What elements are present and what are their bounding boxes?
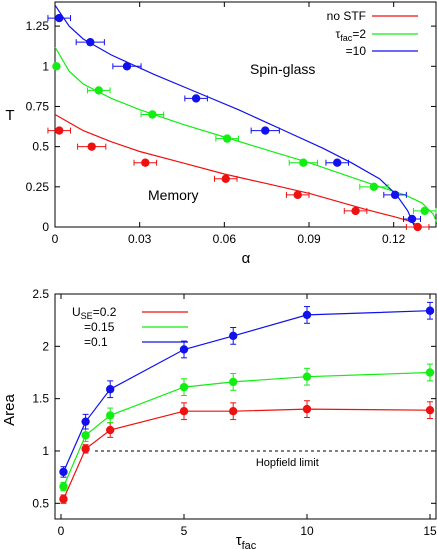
y-tick-label: 1.25: [26, 19, 50, 33]
legend-label-01: =0.1: [84, 335, 108, 349]
point-group: [47, 13, 437, 232]
data-point: [148, 110, 157, 119]
data-point: [425, 405, 435, 415]
data-point: [179, 382, 189, 392]
x-tick-label: 15: [423, 524, 437, 538]
data-point: [52, 62, 61, 71]
series-line: [62, 371, 431, 487]
curve-group: [54, 4, 437, 228]
x-axis-title: τfac: [236, 532, 257, 549]
legend-label-no-stf: no STF: [327, 9, 366, 23]
data-point: [302, 404, 312, 414]
y-tick-label: 2.5: [32, 287, 49, 301]
data-point: [221, 174, 230, 183]
x-tick-label: 0: [52, 232, 59, 246]
data-point: [106, 385, 115, 394]
data-point: [179, 345, 189, 354]
data-point: [299, 158, 308, 167]
data-point: [59, 494, 68, 504]
plot-frame: [54, 1, 437, 228]
data-point: [229, 407, 238, 416]
data-point: [302, 310, 312, 320]
data-point: [141, 158, 150, 167]
curve-group: [62, 310, 431, 500]
tick-group: 0 5 10 15 0.5 1 1.5 2 2.5: [32, 287, 437, 538]
annotation-spin-glass: Spin-glass: [250, 61, 315, 77]
data-point: [369, 182, 379, 192]
data-point: [191, 94, 201, 103]
y-tick-label: 0.25: [26, 180, 50, 194]
y-tick-label: 1.5: [32, 392, 49, 406]
data-point: [261, 126, 270, 135]
y-tick-label: 2: [42, 339, 49, 353]
y-axis-title: T: [5, 107, 14, 124]
legend-value: =0.2: [93, 305, 117, 319]
series-curve: [54, 113, 423, 228]
legend-label-015: =0.15: [84, 320, 115, 334]
legend-subscript: SE: [81, 311, 93, 321]
x-tick-label: 0: [58, 524, 65, 538]
annotation-memory: Memory: [148, 187, 199, 203]
series-curve: [54, 46, 437, 225]
data-point: [390, 190, 400, 200]
x-tick-label: 0.09: [297, 232, 321, 246]
data-point: [420, 206, 429, 216]
area-panel: 0 5 10 15 0.5 1 1.5 2 2.5 Hopfield limit Area τf…: [1, 287, 437, 549]
data-point: [81, 444, 90, 454]
legend-value: =2: [352, 27, 366, 41]
series-line: [62, 310, 431, 473]
x-axis-title: α: [242, 250, 251, 267]
data-point: [179, 407, 189, 416]
data-point: [86, 37, 95, 47]
y-tick-label: 1: [42, 444, 49, 458]
tick-group: 0 0.03 0.06 0.09 0.12 0 0.25 0.5 0.75 1 1.25: [26, 2, 436, 246]
data-point: [81, 431, 90, 440]
x-tick-label: 0.03: [128, 232, 152, 246]
x-tick-label: 0.12: [382, 232, 406, 246]
legend: USE=0.2 =0.15 =0.1: [72, 305, 188, 349]
data-point: [59, 482, 68, 491]
data-point: [106, 411, 115, 420]
data-point: [222, 134, 232, 143]
data-point: [425, 306, 435, 315]
data-point: [81, 417, 90, 426]
data-point: [106, 425, 115, 435]
y-tick-label: 1: [42, 59, 49, 73]
plot-frame: [54, 293, 437, 520]
x-tick-label: 10: [300, 524, 314, 538]
y-tick-label: 0.5: [32, 496, 49, 510]
data-point: [122, 62, 132, 71]
x-tick-label: 5: [181, 524, 188, 538]
data-point: [87, 142, 96, 151]
legend-subscript: fac: [340, 33, 353, 43]
data-point: [302, 372, 312, 381]
data-point: [55, 126, 64, 135]
data-point: [229, 331, 238, 341]
y-tick-label: 0.5: [32, 140, 49, 154]
x-axis-subscript: fac: [242, 540, 257, 549]
legend-label-10: =10: [346, 44, 367, 58]
data-point: [293, 190, 302, 200]
phase-diagram-panel: 0 0.03 0.06 0.09 0.12 0 0.25 0.5 0.75 1 1.25 T α S…: [5, 1, 437, 267]
data-point: [413, 222, 422, 232]
y-tick-label: 0.75: [26, 99, 50, 113]
data-point: [407, 214, 417, 224]
data-point: [333, 158, 342, 167]
annotation-hopfield-limit: Hopfield limit: [256, 457, 319, 469]
legend-label-tau-2: τfac=2: [336, 27, 367, 43]
legend-label-use-02: USE=0.2: [72, 305, 117, 321]
legend: no STF τfac=2 =10: [327, 9, 418, 58]
data-point: [94, 86, 103, 95]
y-axis-title: Area: [1, 394, 18, 426]
y-tick-label: 0: [42, 220, 49, 234]
point-group: [59, 301, 435, 504]
data-point: [425, 368, 435, 377]
data-point: [59, 467, 68, 477]
data-point: [55, 13, 64, 23]
x-tick-label: 0.06: [213, 232, 237, 246]
series-line: [62, 408, 431, 500]
data-point: [229, 377, 238, 387]
data-point: [351, 206, 360, 216]
